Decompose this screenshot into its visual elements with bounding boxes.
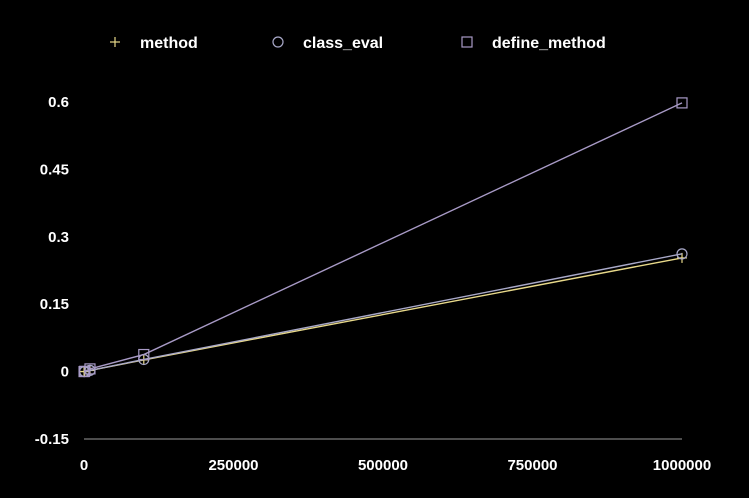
legend: method class_eval define_method: [110, 35, 606, 52]
x-tick-label: 1000000: [653, 457, 711, 474]
plot-series: [78, 97, 688, 378]
series-define-method: [78, 97, 688, 378]
y-tick-label: 0: [61, 364, 69, 381]
y-tick-label: 0.3: [48, 229, 69, 246]
x-tick-label: 500000: [358, 457, 408, 474]
legend-label: method: [140, 35, 198, 52]
series-line: [83, 102, 683, 373]
legend-label: class_eval: [303, 35, 383, 52]
legend-label: define_method: [492, 35, 606, 52]
legend-item-class-eval: class_eval: [272, 35, 383, 52]
x-tick-label: 750000: [507, 457, 557, 474]
y-tick-label: -0.15: [35, 431, 69, 448]
legend-circle-icon: [272, 36, 284, 48]
series-line: [83, 257, 683, 373]
data-point-square-icon: [84, 363, 96, 375]
data-point-square-icon: [676, 97, 688, 109]
x-tick-label: 0: [80, 457, 88, 474]
legend-item-method: method: [110, 35, 198, 52]
y-axis: -0.15 0 0.15 0.3 0.45 0.6: [35, 94, 69, 448]
data-point-square-icon: [138, 348, 150, 361]
x-axis: 0 250000 500000 750000 1000000: [80, 438, 711, 474]
y-tick-label: 0.6: [48, 94, 69, 111]
series-line: [83, 253, 683, 373]
y-tick-label: 0.15: [40, 296, 69, 313]
x-tick-label: 250000: [208, 457, 258, 474]
data-point-circle-icon: [676, 248, 688, 260]
legend-square-icon: [461, 36, 473, 48]
legend-item-define-method: define_method: [461, 35, 606, 52]
legend-plus-icon: [110, 37, 120, 47]
series-class-eval: [78, 248, 688, 378]
y-tick-label: 0.45: [40, 161, 69, 178]
